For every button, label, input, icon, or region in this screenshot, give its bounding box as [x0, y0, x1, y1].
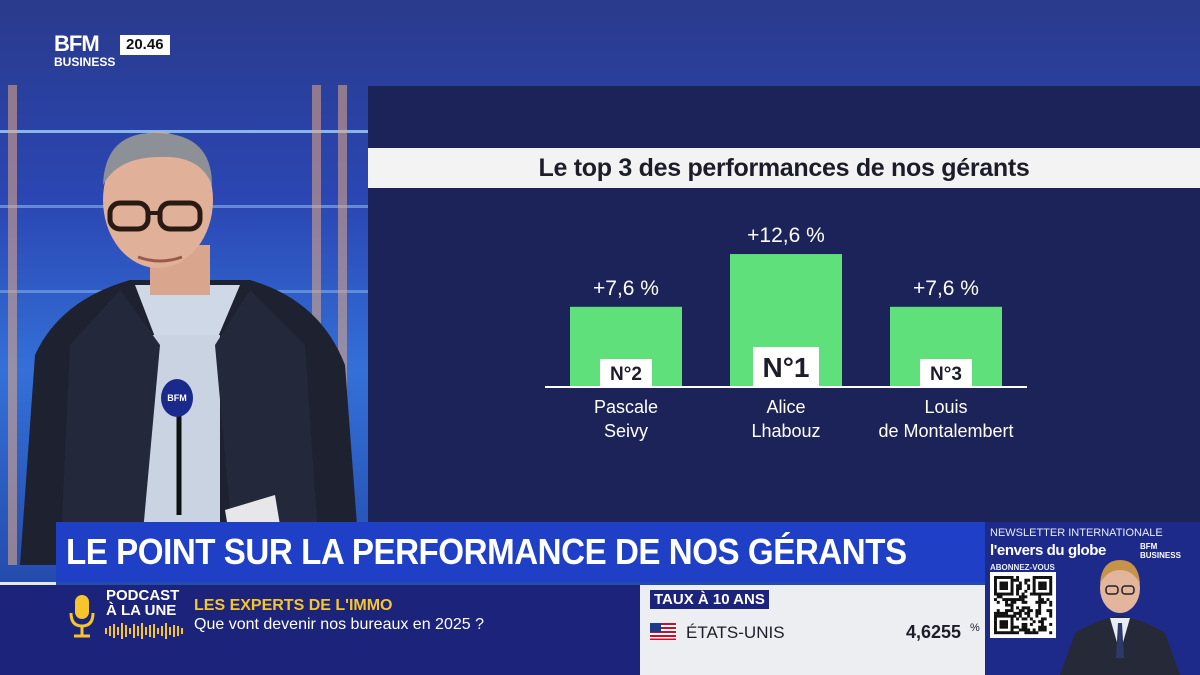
mic-label: BFM — [167, 393, 187, 403]
data-label-2: +12,6 % — [747, 224, 825, 247]
rates-unit: % — [970, 622, 980, 634]
program-title: LES EXPERTS DE L'IMMO — [194, 597, 393, 614]
rates-country: ÉTATS-UNIS — [686, 623, 785, 642]
tick-label-3: Louis — [924, 397, 967, 417]
newsletter-logo: BFM BUSINESS — [1140, 542, 1181, 560]
presenter-figure: BFM — [20, 132, 360, 565]
rank-label-3: N°3 — [930, 364, 962, 385]
rates-title: TAUX À 10 ANS — [650, 590, 769, 609]
data-label-3: +7,6 % — [913, 277, 979, 300]
newsletter-logo-bottom: BUSINESS — [1140, 551, 1181, 560]
chart-panel: Le top 3 des performances de nos gérants… — [368, 86, 1200, 523]
presenter-hair — [103, 132, 212, 185]
presenter-face — [103, 132, 213, 268]
logo-business-text: BUSINESS — [54, 55, 116, 69]
newsletter-kicker: NEWSLETTER INTERNATIONALE — [990, 527, 1163, 539]
light-stripe — [0, 130, 370, 133]
tick-label-3-line2: de Montalembert — [878, 421, 1013, 441]
broadcast-clock: 20.46 — [120, 35, 170, 55]
podcast-label-2: À LA UNE — [106, 602, 177, 619]
tick-label-2: Alice — [766, 397, 805, 417]
rank-box-1 — [600, 359, 652, 387]
qr-code-icon[interactable] — [990, 572, 1056, 638]
us-flag-icon — [650, 623, 676, 640]
glasses-icon — [157, 200, 203, 232]
microphone-icon — [161, 379, 193, 417]
divider — [0, 582, 56, 585]
rates-value: 4,6255 — [906, 622, 962, 642]
presenter-lapel — [215, 290, 320, 565]
chart-plot: +7,6 % N°2 Pascale Seivy +12,6 % N°1 Alice Lhab… — [545, 224, 1027, 441]
rank-label-2: N°1 — [763, 352, 810, 383]
chart-title: Le top 3 des performances de nos gérants — [538, 153, 1030, 182]
program-subtitle: Que vont devenir nos bureaux en 2025 ? — [194, 616, 484, 633]
channel-logo: BFM BUSINESS — [54, 31, 116, 70]
audio-wave-icon — [105, 623, 183, 639]
rank-box-2 — [753, 347, 819, 387]
tick-label-1: Pascale — [594, 397, 658, 417]
logo-bfm-text: BFM — [54, 31, 100, 56]
glasses-icon — [107, 200, 151, 232]
newsletter-cta[interactable]: ABONNEZ-VOUS — [990, 563, 1055, 572]
newsletter-title: l'envers du globe — [990, 542, 1106, 559]
podcast-microphone-icon — [69, 595, 95, 638]
studio-pillar — [8, 85, 17, 565]
chart-title-bar: Le top 3 des performances de nos gérants — [368, 148, 1200, 188]
data-label-1: +7,6 % — [593, 277, 659, 300]
studio-pillar — [338, 85, 347, 565]
tick-label-2-line2: Lhabouz — [751, 421, 820, 441]
rank-label-1: N°2 — [610, 364, 642, 385]
headline-text: LE POINT SUR LA PERFORMANCE DE NOS GÉRAN… — [66, 531, 907, 572]
rank-box-3 — [920, 359, 972, 387]
newsletter-logo-top: BFM — [1140, 542, 1158, 551]
tick-label-1-line2: Seivy — [604, 421, 648, 441]
podcast-label: PODCAST — [106, 587, 180, 604]
ad-person-figure — [1060, 560, 1180, 675]
presenter-lapel — [60, 290, 160, 565]
headline-banner: LE POINT SUR LA PERFORMANCE DE NOS GÉRAN… — [56, 522, 986, 582]
